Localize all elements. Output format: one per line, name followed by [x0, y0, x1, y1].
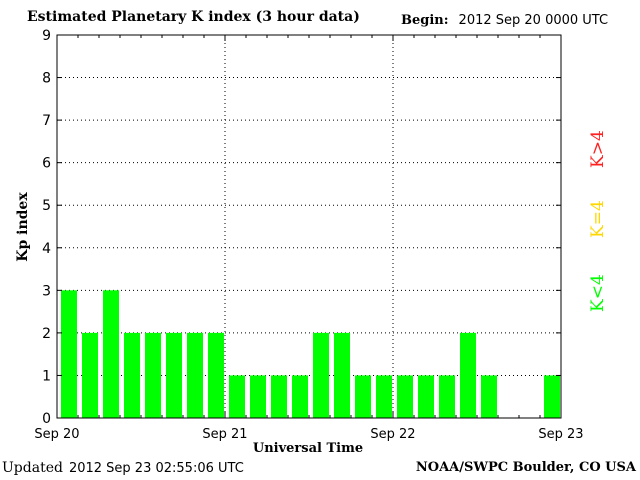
begin-time: Begin: 2012 Sep 20 0000 UTC	[401, 13, 608, 28]
kp-bar	[544, 375, 560, 418]
legend-label-k-less-4: K<4	[588, 274, 608, 312]
y-tick-label: 7	[42, 113, 51, 129]
y-tick-label: 6	[42, 156, 51, 172]
kp-bar	[334, 332, 350, 418]
kp-bar	[355, 375, 371, 418]
kp-bar	[313, 332, 329, 418]
begin-value: 2012 Sep 20 0000 UTC	[458, 13, 609, 28]
legend-k-greater-4: K>4	[588, 76, 616, 176]
kp-bar	[376, 375, 392, 418]
x-tick-label: Sep 20	[34, 427, 79, 442]
y-tick-label: 9	[42, 28, 51, 44]
kp-bar	[124, 332, 140, 418]
y-tick-label: 2	[42, 326, 51, 342]
y-axis: 0 1 2 3 4 5 6 7 8 9	[42, 28, 561, 427]
updated-value: 2012 Sep 23 02:55:06 UTC	[68, 461, 244, 476]
kp-bar	[229, 375, 245, 418]
y-tick-label: 3	[42, 283, 51, 299]
y-tick-label: 8	[42, 71, 51, 87]
legend-k-less-4: K<4	[588, 232, 616, 312]
bars	[61, 290, 560, 418]
kp-bar	[61, 290, 77, 418]
kp-bar	[208, 332, 224, 418]
kp-bar	[418, 375, 434, 418]
source-credit: NOAA/SWPC Boulder, CO USA	[415, 460, 636, 475]
kp-bar	[166, 332, 182, 418]
grid	[57, 35, 561, 418]
y-axis-label: Kp index	[15, 192, 31, 262]
legend-label-k-equal-4: K=4	[588, 200, 608, 238]
updated-label: Updated	[2, 460, 63, 476]
kp-bar	[103, 290, 119, 418]
y-tick-label: 0	[42, 411, 51, 427]
kp-bar	[460, 332, 476, 418]
kp-bar	[145, 332, 161, 418]
kp-bar	[187, 332, 203, 418]
kp-bar	[439, 375, 455, 418]
begin-label: Begin:	[401, 13, 449, 28]
y-tick-label: 5	[42, 198, 51, 214]
x-axis: Sep 20 Sep 21 Sep 22 Sep 23	[34, 35, 584, 442]
kp-bar	[292, 375, 308, 418]
x-tick-label: Sep 22	[370, 427, 415, 442]
kp-bar	[82, 332, 98, 418]
chart-title: Estimated Planetary K index (3 hour data…	[27, 9, 360, 25]
y-tick-label: 4	[42, 241, 51, 257]
kp-bar	[397, 375, 413, 418]
y-tick-label: 1	[42, 368, 51, 384]
kp-bar	[271, 375, 287, 418]
updated-time: Updated 2012 Sep 23 02:55:06 UTC	[2, 460, 244, 476]
kp-bar	[481, 375, 497, 418]
x-tick-label: Sep 21	[202, 427, 247, 442]
x-axis-label: Universal Time	[253, 441, 363, 456]
legend-label-k-greater-4: K>4	[588, 130, 608, 168]
x-tick-label: Sep 23	[538, 427, 583, 442]
kp-bar	[250, 375, 266, 418]
